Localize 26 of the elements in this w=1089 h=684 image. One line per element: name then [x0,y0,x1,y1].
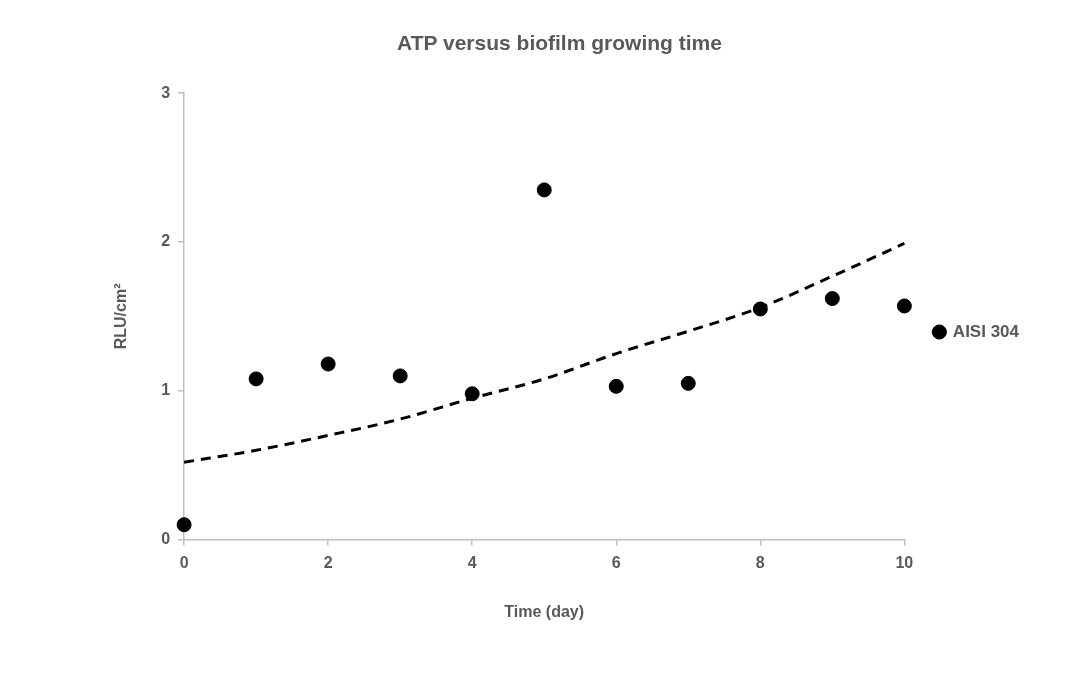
x-tick-label: 10 [895,553,914,571]
point [824,291,840,307]
y-tick-label: 2 [161,232,171,250]
point [680,375,696,391]
chart-title: ATP versus biofilm growing time [397,31,722,55]
point [176,517,192,533]
point [752,301,768,317]
point [536,182,552,198]
line-series [182,241,906,464]
point [248,371,264,387]
point [608,378,624,394]
point [896,298,912,314]
y-tick-label: 1 [161,381,171,399]
x-tick-label: 8 [755,553,765,571]
y-tick-label: 3 [161,83,171,101]
legend-label: AISI 304 [952,321,1020,341]
x-tick-label: 6 [611,553,621,571]
x-tick-label: 4 [467,553,477,571]
x-tick-label: 2 [323,553,333,571]
point [464,386,480,402]
x-axis-title: Time (day) [504,602,585,620]
point [392,368,408,384]
y-tick-label: 0 [161,530,171,548]
point [320,356,336,372]
x-tick-label: 0 [179,553,189,571]
y-axis-title: RLU/cm² [112,283,130,350]
